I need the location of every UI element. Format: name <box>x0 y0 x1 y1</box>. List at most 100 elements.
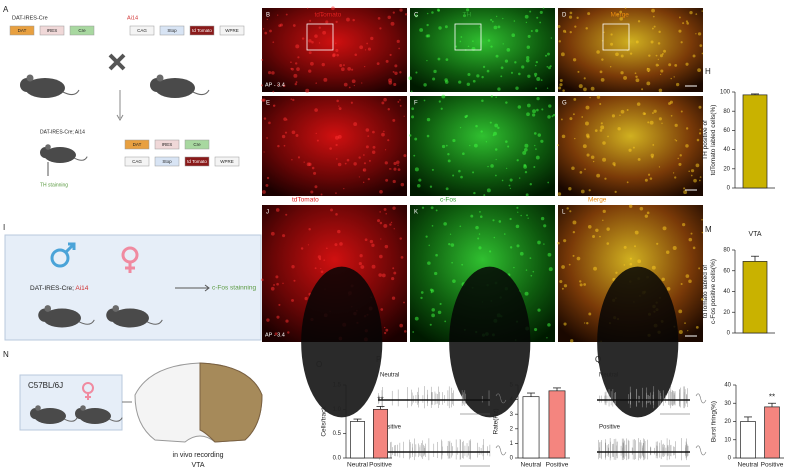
cell <box>465 114 469 117</box>
cell <box>472 40 474 43</box>
cell <box>563 322 567 326</box>
cell <box>647 121 650 124</box>
genotype-red: Ai14 <box>75 285 88 292</box>
cell <box>287 331 290 334</box>
cell <box>300 247 304 250</box>
cell <box>460 175 463 179</box>
cell <box>490 45 493 48</box>
cell <box>626 109 629 111</box>
cell <box>493 25 498 30</box>
cell <box>537 308 541 312</box>
cell <box>392 179 396 184</box>
mouse-body <box>44 147 76 163</box>
bar <box>740 421 756 459</box>
cell <box>359 254 363 258</box>
cell <box>695 325 699 329</box>
cell <box>698 105 702 109</box>
mouse-tail <box>146 319 163 325</box>
y-axis-label-line: TH positive of <box>702 120 709 160</box>
cell <box>685 20 689 23</box>
cell <box>539 21 542 24</box>
cell <box>527 217 529 219</box>
cell <box>489 250 492 253</box>
cell <box>522 150 527 155</box>
cell <box>486 69 490 73</box>
cell <box>385 59 389 63</box>
cell <box>410 90 413 93</box>
cell <box>639 206 644 211</box>
cell <box>334 42 337 45</box>
cell <box>297 56 300 59</box>
y-axis-label: Burst firing(%) <box>711 401 718 442</box>
cell <box>629 52 633 55</box>
mouse-head <box>29 408 42 420</box>
cell <box>348 86 351 89</box>
vta-dark <box>449 266 531 418</box>
cell <box>323 259 326 261</box>
cell <box>583 283 587 286</box>
cell <box>418 178 422 182</box>
cell <box>577 70 580 73</box>
channel-title: tdTomato <box>292 197 319 204</box>
cell <box>358 261 362 266</box>
cell <box>596 95 601 99</box>
micrograph <box>558 8 703 92</box>
cell <box>450 243 455 247</box>
cell <box>293 279 296 282</box>
cell <box>420 296 423 300</box>
cell <box>573 98 577 101</box>
cell <box>599 235 601 238</box>
cell <box>493 236 496 239</box>
cell <box>320 193 323 196</box>
y-tick-label: 60 <box>723 268 730 274</box>
cell <box>444 320 447 323</box>
cell <box>268 71 272 75</box>
cell <box>363 154 365 156</box>
cell <box>629 257 632 260</box>
mouse-head <box>20 78 34 92</box>
cell <box>646 81 651 86</box>
cell <box>588 189 591 192</box>
cell <box>417 183 421 188</box>
cell <box>547 181 550 184</box>
cell <box>363 65 366 68</box>
cell <box>583 87 587 92</box>
cell <box>359 45 364 50</box>
cell <box>572 113 575 116</box>
cell <box>291 130 296 135</box>
cell <box>452 174 455 177</box>
cell <box>431 313 435 318</box>
cell <box>487 39 491 42</box>
cell <box>322 30 327 35</box>
cell <box>429 323 432 326</box>
cell <box>574 137 576 140</box>
cell <box>695 33 697 35</box>
cell <box>620 54 624 58</box>
cell <box>429 185 433 188</box>
cell <box>490 95 494 98</box>
channel-title: TH <box>463 12 472 19</box>
cell <box>606 242 610 245</box>
cell <box>683 190 688 195</box>
cell <box>426 23 429 27</box>
cell <box>680 110 683 113</box>
cell <box>447 153 450 156</box>
cell <box>387 108 390 111</box>
cell <box>443 222 447 226</box>
mouse-head <box>150 78 164 92</box>
cell <box>305 88 310 93</box>
cell <box>690 232 693 235</box>
cell <box>674 123 678 127</box>
cell <box>659 54 663 58</box>
channel-title: Merge <box>611 12 630 19</box>
cell <box>560 52 565 57</box>
cell <box>428 244 430 247</box>
cell <box>507 145 510 148</box>
cell <box>384 149 387 151</box>
gene-box <box>124 139 150 150</box>
cell <box>420 291 424 294</box>
cell <box>615 52 619 57</box>
cell <box>635 78 640 83</box>
cell <box>516 159 519 162</box>
cell <box>315 82 317 84</box>
